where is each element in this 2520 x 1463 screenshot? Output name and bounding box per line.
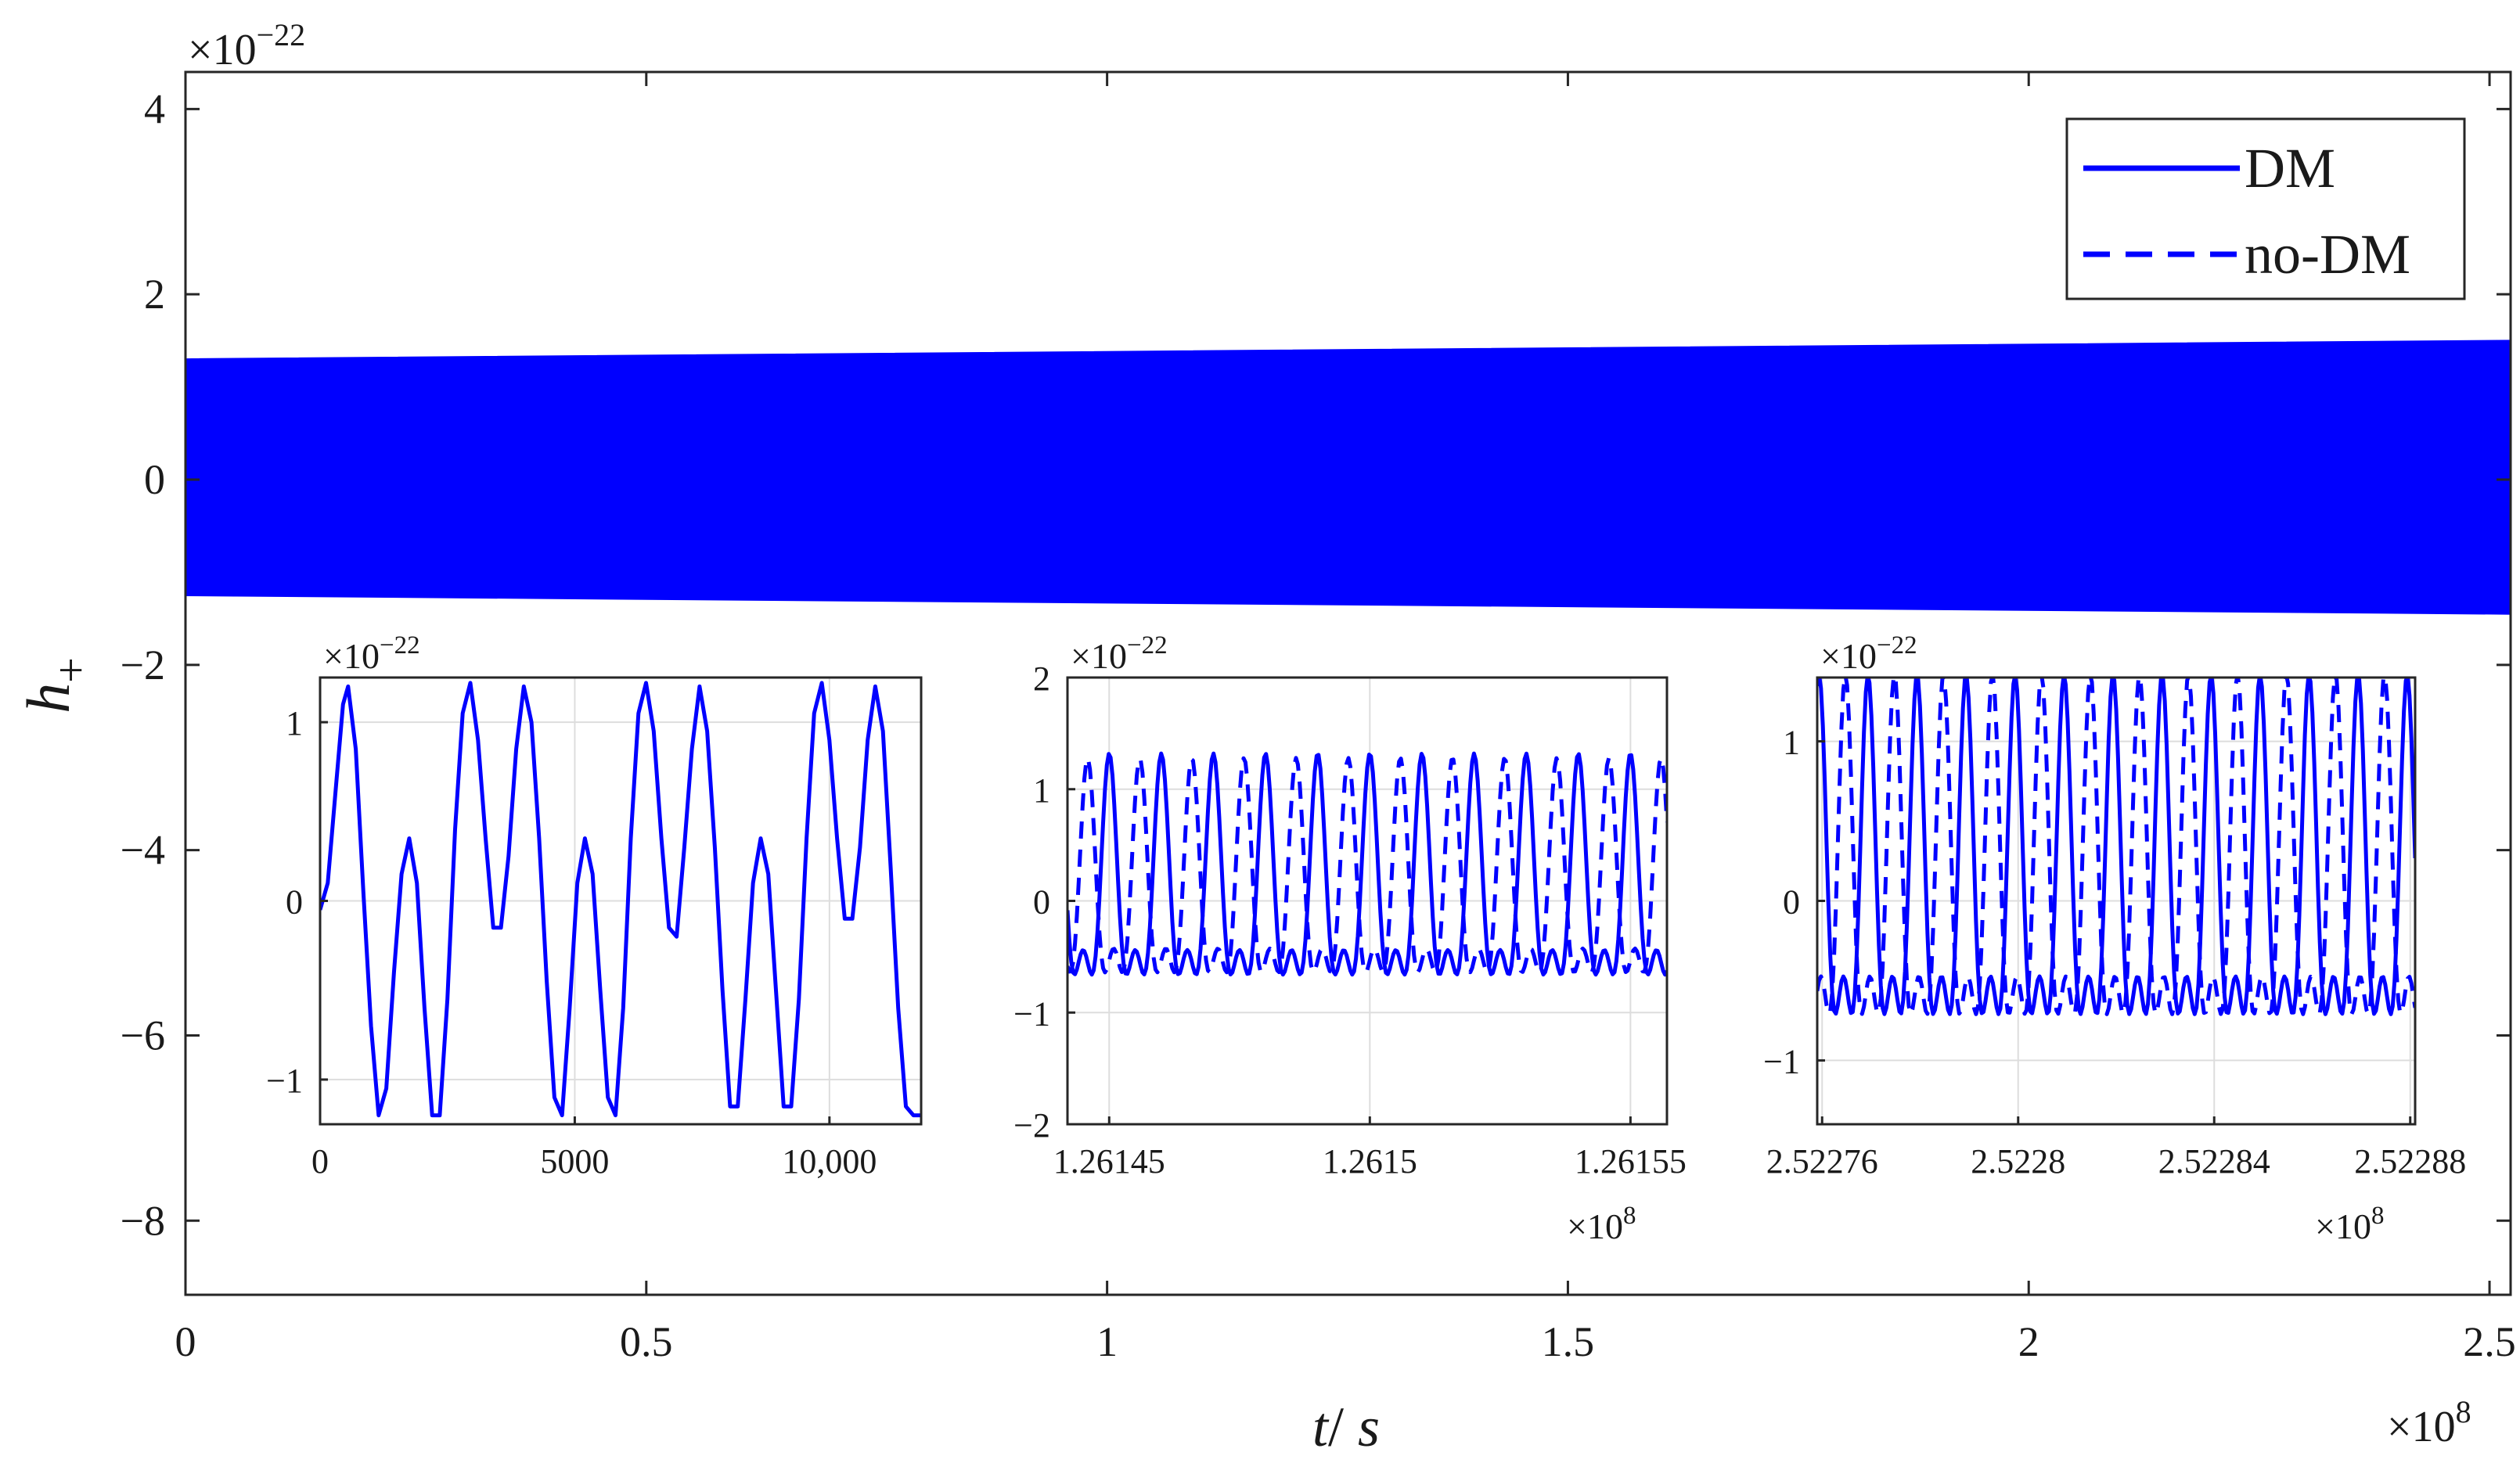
legend-label: no-DM bbox=[2245, 223, 2410, 286]
inset-y-tick-label: 1 bbox=[286, 704, 303, 742]
legend-label: DM bbox=[2245, 137, 2335, 200]
main-axes-box bbox=[184, 70, 2512, 1296]
inset-y-tick-label: 2 bbox=[1033, 660, 1050, 698]
y-axis-multiplier-base: ×10 bbox=[188, 26, 257, 74]
inset-x-multiplier-base: ×10 bbox=[1567, 1206, 1623, 1246]
y-axis-multiplier-exponent: −22 bbox=[257, 17, 306, 52]
inset-y-multiplier-base: ×10 bbox=[1820, 636, 1877, 676]
inset-x-tick-label: 10,000 bbox=[782, 1142, 877, 1181]
y-axis-label-main: h bbox=[14, 683, 82, 714]
x-tick-label: 1.5 bbox=[1542, 1318, 1595, 1365]
inset-y-multiplier-base: ×10 bbox=[323, 636, 380, 676]
inset-y-multiplier-exponent: −22 bbox=[380, 631, 420, 660]
x-tick-label: 2 bbox=[2018, 1318, 2039, 1365]
x-axis-label-xlabel_sep: / bbox=[1328, 1396, 1344, 1458]
inset-y-tick-label: 0 bbox=[286, 883, 303, 922]
inset-x-multiplier-exponent: 8 bbox=[1623, 1202, 1636, 1230]
inset-y-tick-label: −1 bbox=[1013, 994, 1050, 1033]
x-axis-multiplier-base: ×10 bbox=[2387, 1403, 2456, 1451]
inset-series-no-dm bbox=[1067, 756, 1667, 975]
y-tick-label: 4 bbox=[144, 85, 165, 132]
inset-x-tick-label: 1.26155 bbox=[1575, 1142, 1687, 1181]
inset-y-tick-label: 0 bbox=[1783, 883, 1800, 922]
y-tick-label: −4 bbox=[121, 827, 165, 874]
inset-y-multiplier-exponent: −22 bbox=[1877, 631, 1917, 660]
inset-series-no-dm bbox=[1817, 678, 2415, 1016]
inset-y-tick-label: −1 bbox=[266, 1062, 303, 1100]
inset-series-dm bbox=[320, 681, 921, 1118]
y-axis-label: h+ bbox=[14, 657, 96, 714]
x-tick-label: 1 bbox=[1096, 1318, 1118, 1365]
x-axis-label: t/s bbox=[1312, 1396, 1380, 1458]
inset-y-multiplier-base: ×10 bbox=[1071, 636, 1127, 676]
x-axis-label-xlabel_unit: s bbox=[1358, 1396, 1380, 1458]
y-tick-label: 2 bbox=[144, 271, 165, 318]
y-tick-label: −2 bbox=[121, 642, 165, 688]
inset-x-multiplier-exponent: 8 bbox=[2371, 1202, 2385, 1230]
x-axis-multiplier: ×108 bbox=[2387, 1394, 2471, 1451]
inset-y-tick-label: −2 bbox=[1013, 1106, 1050, 1145]
inset-x-tick-label: 1.2615 bbox=[1323, 1142, 1417, 1181]
inset-x-multiplier: ×108 bbox=[2315, 1202, 2384, 1246]
inset-x-tick-label: 0 bbox=[311, 1142, 329, 1181]
inset-y-tick-label: 0 bbox=[1033, 883, 1050, 922]
series-dm-band bbox=[185, 340, 2511, 615]
y-tick-label: 0 bbox=[144, 456, 165, 503]
inset-y-multiplier: ×10−22 bbox=[323, 631, 420, 676]
inset-plot-3: 2.52276 2.5228 2.52284 2.5228810−1×10−22×10… bbox=[1763, 631, 2466, 1246]
inset-x-tick-label: 2.52288 bbox=[2354, 1142, 2466, 1181]
y-tick-label: −6 bbox=[121, 1012, 165, 1059]
inset-x-tick-label: 2.52284 bbox=[2158, 1142, 2270, 1181]
inset-plot-1: 0 5000 10,000 1 0 −1 ×10−22 bbox=[266, 631, 923, 1181]
y-axis-multiplier: ×10−22 bbox=[188, 17, 305, 74]
x-tick-label: 0.5 bbox=[620, 1318, 673, 1365]
inset-x-tick-label: 5000 bbox=[540, 1142, 609, 1181]
y-axis-label-sub: + bbox=[45, 657, 96, 683]
inset-x-multiplier-base: ×10 bbox=[2315, 1206, 2371, 1246]
inset-x-multiplier: ×108 bbox=[1567, 1202, 1636, 1246]
inset-y-tick-label: 1 bbox=[1033, 771, 1050, 810]
inset-y-multiplier-exponent: −22 bbox=[1127, 631, 1168, 660]
inset-series-group bbox=[1067, 751, 1667, 977]
inset-y-multiplier: ×10−22 bbox=[1071, 631, 1168, 676]
inset-y-tick-label: 1 bbox=[1783, 724, 1800, 762]
inset-x-tick-label: 1.26145 bbox=[1053, 1142, 1165, 1181]
inset-series-dm bbox=[1817, 678, 2415, 1016]
inset-series-group bbox=[1817, 678, 2415, 1016]
y-tick-label: −8 bbox=[121, 1197, 165, 1244]
x-tick-label: 2.5 bbox=[2463, 1318, 2516, 1365]
x-axis-label-xlabel_italic: t bbox=[1312, 1396, 1330, 1458]
inset-y-multiplier: ×10−22 bbox=[1820, 631, 1917, 676]
x-tick-label: 0 bbox=[175, 1318, 196, 1365]
legend: DM no-DM bbox=[2065, 117, 2466, 300]
inset-y-tick-label: −1 bbox=[1763, 1042, 1800, 1080]
inset-x-tick-label: 2.52276 bbox=[1766, 1142, 1878, 1181]
inset-series-group bbox=[320, 681, 921, 1118]
inset-x-tick-label: 2.5228 bbox=[1971, 1142, 2065, 1181]
x-axis-multiplier-exponent: 8 bbox=[2456, 1394, 2471, 1429]
legend-box bbox=[2065, 117, 2466, 300]
